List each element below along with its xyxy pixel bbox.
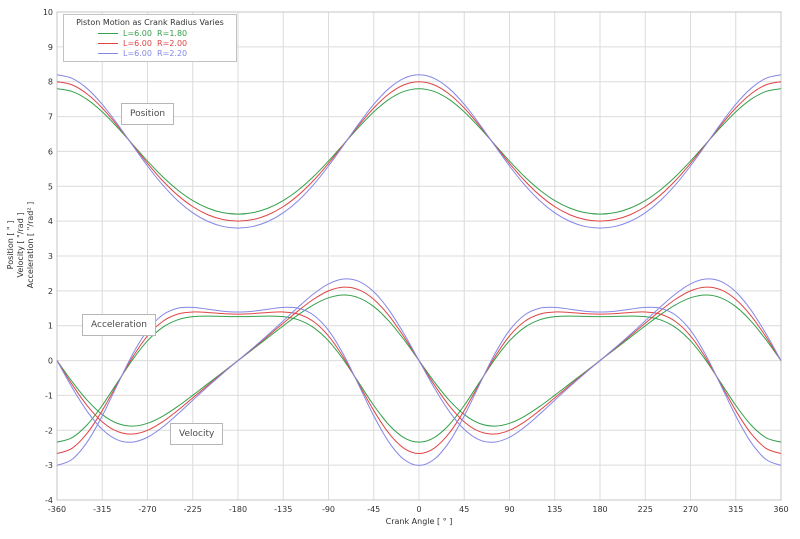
y-tick-label: 4 (48, 217, 53, 226)
x-tick-label: -360 (48, 505, 66, 514)
acceleration-curve-R2 (56, 311, 782, 455)
position-curve-label: Position (121, 103, 175, 125)
x-tick-label: -315 (93, 505, 111, 514)
acceleration-curve-label: Acceleration (82, 314, 156, 336)
y-tick-label: 9 (48, 43, 53, 52)
position-curve-R1.8 (56, 88, 782, 215)
position-curve-R2 (56, 81, 782, 222)
x-tick-label: 360 (773, 505, 788, 514)
x-tick-label: -135 (274, 505, 292, 514)
x-tick-label: 45 (459, 505, 469, 514)
position-curve-R2.2 (56, 74, 782, 229)
legend-entry-r2-00: L=6.00 R=2.00 (64, 38, 236, 48)
legend-label-r2-00: L=6.00 R=2.00 (123, 38, 188, 48)
y-tick-label: 8 (48, 78, 53, 87)
y-tick-label: 1 (48, 322, 53, 331)
legend-entry-r2-20: L=6.00 R=2.20 (64, 48, 236, 58)
y-tick-label: 7 (48, 113, 53, 122)
y-axis-label-velocity: Velocity [ "/rad ] (16, 213, 25, 278)
velocity-curve-R2.2 (56, 278, 782, 443)
legend-line-swatch-red (98, 42, 118, 44)
y-tick-label: -4 (45, 496, 53, 505)
y-tick-label: -3 (45, 461, 53, 470)
y-axis-label-position: Position [ " ] (6, 221, 15, 270)
y-tick-label: 5 (48, 182, 53, 191)
x-tick-label: -90 (322, 505, 335, 514)
legend-label-r2-20: L=6.00 R=2.20 (123, 48, 188, 58)
acceleration-curve-R1.8 (56, 315, 782, 443)
y-tick-label: 2 (48, 287, 53, 296)
x-tick-label: 135 (547, 505, 562, 514)
x-tick-label: 270 (683, 505, 698, 514)
velocity-curve-label: Velocity (170, 423, 224, 445)
legend-label-r1-80: L=6.00 R=1.80 (123, 28, 188, 38)
y-tick-label: 6 (48, 147, 53, 156)
y-tick-label: 10 (43, 8, 53, 17)
legend-entry-r1-80: L=6.00 R=1.80 (64, 28, 236, 38)
x-tick-label: 315 (728, 505, 743, 514)
y-tick-label: 0 (48, 357, 53, 366)
x-tick-label: -225 (184, 505, 202, 514)
plot-border (56, 11, 782, 501)
legend-line-swatch-green (98, 32, 118, 34)
x-tick-label: 90 (504, 505, 514, 514)
y-tick-label: 3 (48, 252, 53, 261)
x-axis-label: Crank Angle [ ° ] (386, 517, 453, 526)
legend-line-swatch-blue (98, 52, 118, 54)
acceleration-curve-R2.2 (56, 306, 782, 466)
y-tick-label: -1 (45, 391, 53, 400)
chart-legend: Piston Motion as Crank Radius Varies L=6… (63, 14, 237, 62)
x-tick-label: 180 (592, 505, 607, 514)
x-tick-label: 225 (638, 505, 653, 514)
y-tick-label: -2 (45, 426, 53, 435)
y-axis-label-acceleration: Acceleration [ "/rad² ] (26, 202, 35, 288)
x-tick-label: 0 (416, 505, 421, 514)
x-tick-label: -45 (367, 505, 380, 514)
x-tick-label: -270 (138, 505, 156, 514)
x-tick-label: -180 (229, 505, 247, 514)
chart-title: Piston Motion as Crank Radius Varies (76, 18, 224, 27)
